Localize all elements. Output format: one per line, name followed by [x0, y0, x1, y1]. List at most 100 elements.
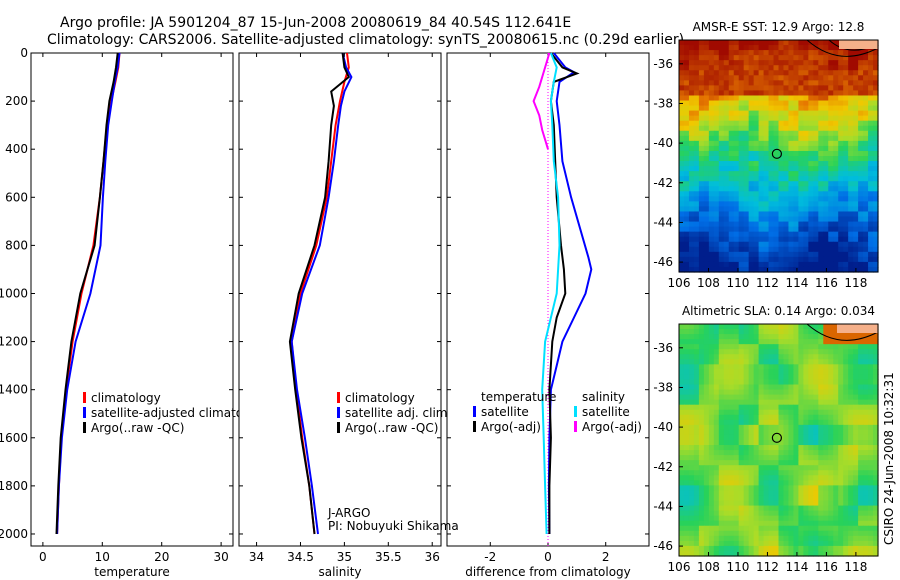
sla-map-cell: [693, 399, 700, 406]
sla-map-cell: [758, 369, 765, 376]
sla-map-cell: [688, 545, 695, 552]
sst-map-cell: [738, 115, 745, 122]
sst-map-cell: [798, 206, 804, 213]
sst-lat-tick-label: -40: [653, 136, 673, 150]
sst-map-cell: [863, 55, 869, 61]
sst-map-cell: [768, 135, 775, 142]
sst-map-cell: [868, 100, 874, 107]
sst-map-cell: [818, 246, 824, 253]
sla-map-cell: [679, 389, 685, 396]
sla-lon-tick-label: 110: [727, 560, 750, 574]
sst-map-cell: [873, 206, 879, 213]
sst-map-cell: [758, 261, 765, 268]
sla-map-cell: [813, 339, 819, 345]
sst-map-cell: [688, 236, 695, 243]
sst-map-cell: [683, 150, 690, 157]
sla-map-cell: [723, 354, 730, 360]
sla-map-cell: [688, 434, 695, 441]
sla-map-cell: [763, 354, 770, 360]
sla-map-cell: [728, 520, 735, 527]
sla-map-cell: [813, 364, 819, 370]
sla-map-cell: [798, 334, 804, 340]
sla-map-cell: [679, 399, 685, 406]
sla-map-cell: [763, 339, 770, 345]
sst-map-cell: [758, 221, 765, 228]
sla-map-cell: [868, 334, 874, 340]
sla-map-cell: [813, 399, 819, 406]
sla-map-cell: [758, 374, 765, 381]
sst-map-cell: [698, 130, 705, 137]
sla-map-cell: [843, 339, 849, 345]
sst-map-cell: [838, 120, 844, 127]
sla-map-cell: [838, 334, 844, 340]
sst-map-cell: [788, 166, 795, 172]
sla-map-cell: [808, 394, 814, 401]
sla-map-cell: [758, 460, 765, 466]
sla-map-cell: [708, 369, 715, 376]
sst-map-cell: [679, 140, 685, 147]
sla-map-cell: [753, 419, 760, 426]
sla-map-cell: [808, 460, 814, 466]
sst-map-cell: [683, 251, 690, 258]
sla-map-cell: [768, 480, 775, 486]
sla-map-cell: [738, 324, 745, 330]
sst-map-cell: [743, 266, 750, 273]
sst-map-cell: [703, 95, 710, 102]
sst-map-cell: [818, 135, 824, 142]
sst-map-cell: [763, 50, 770, 56]
sst-map-cell: [868, 236, 874, 243]
sla-map-cell: [763, 434, 770, 441]
sla-map-cell: [793, 384, 799, 391]
sla-map-cell: [813, 349, 819, 355]
sla-map-cell: [788, 450, 795, 456]
sst-map-cell: [733, 226, 740, 233]
sla-map-cell: [773, 545, 780, 552]
sst-map-cell: [858, 201, 864, 208]
sst-map-cell: [679, 150, 685, 157]
sst-map-cell: [693, 246, 700, 253]
sst-map-cell: [773, 231, 780, 238]
sst-map-cell: [733, 171, 740, 177]
sst-map-cell: [838, 211, 844, 218]
sla-map-cell: [868, 354, 874, 360]
sla-map-cell: [808, 455, 814, 461]
sst-map-cell: [868, 50, 874, 56]
sst-map-cell: [778, 80, 785, 86]
sst-map-cell: [768, 166, 775, 172]
sst-map-cell: [768, 251, 775, 258]
sla-map-cell: [703, 520, 710, 527]
sst-map-cell: [723, 251, 730, 258]
sst-map-cell: [868, 110, 874, 117]
sla-map-cell: [748, 369, 755, 376]
sla-map-cell: [833, 520, 839, 527]
sst-map-cell: [768, 105, 775, 112]
temperature-series-argo-raw-qc-: [55, 52, 119, 535]
sla-map-cell: [818, 500, 824, 507]
sla-map-cell: [798, 324, 804, 330]
sla-map-cell: [803, 485, 809, 492]
sst-map-cell: [698, 105, 705, 112]
sla-map-cell: [683, 344, 690, 350]
sla-map-cell: [798, 434, 804, 441]
sla-map-cell: [858, 389, 864, 396]
sst-map-cell: [793, 206, 799, 213]
sst-map-cell: [783, 125, 790, 132]
sla-map-cell: [723, 419, 730, 426]
sla-map-cell: [688, 500, 695, 507]
sla-map-cell: [853, 505, 859, 512]
sst-map-cell: [828, 40, 834, 46]
sst-map-cell: [863, 196, 869, 202]
sla-map-cell: [698, 384, 705, 391]
sst-map-cell: [703, 125, 710, 132]
sla-map-cell: [713, 404, 720, 411]
sst-map-cell: [688, 45, 695, 51]
sst-map-cell: [723, 156, 730, 162]
sla-map-cell: [853, 399, 859, 406]
sla-map-cell: [863, 399, 869, 406]
sst-map-cell: [838, 251, 844, 258]
sst-map-cell: [708, 231, 715, 238]
sst-map-cell: [778, 140, 785, 147]
sst-map-cell: [743, 65, 750, 71]
sla-map-cell: [698, 424, 705, 431]
sst-map-cell: [818, 251, 824, 258]
